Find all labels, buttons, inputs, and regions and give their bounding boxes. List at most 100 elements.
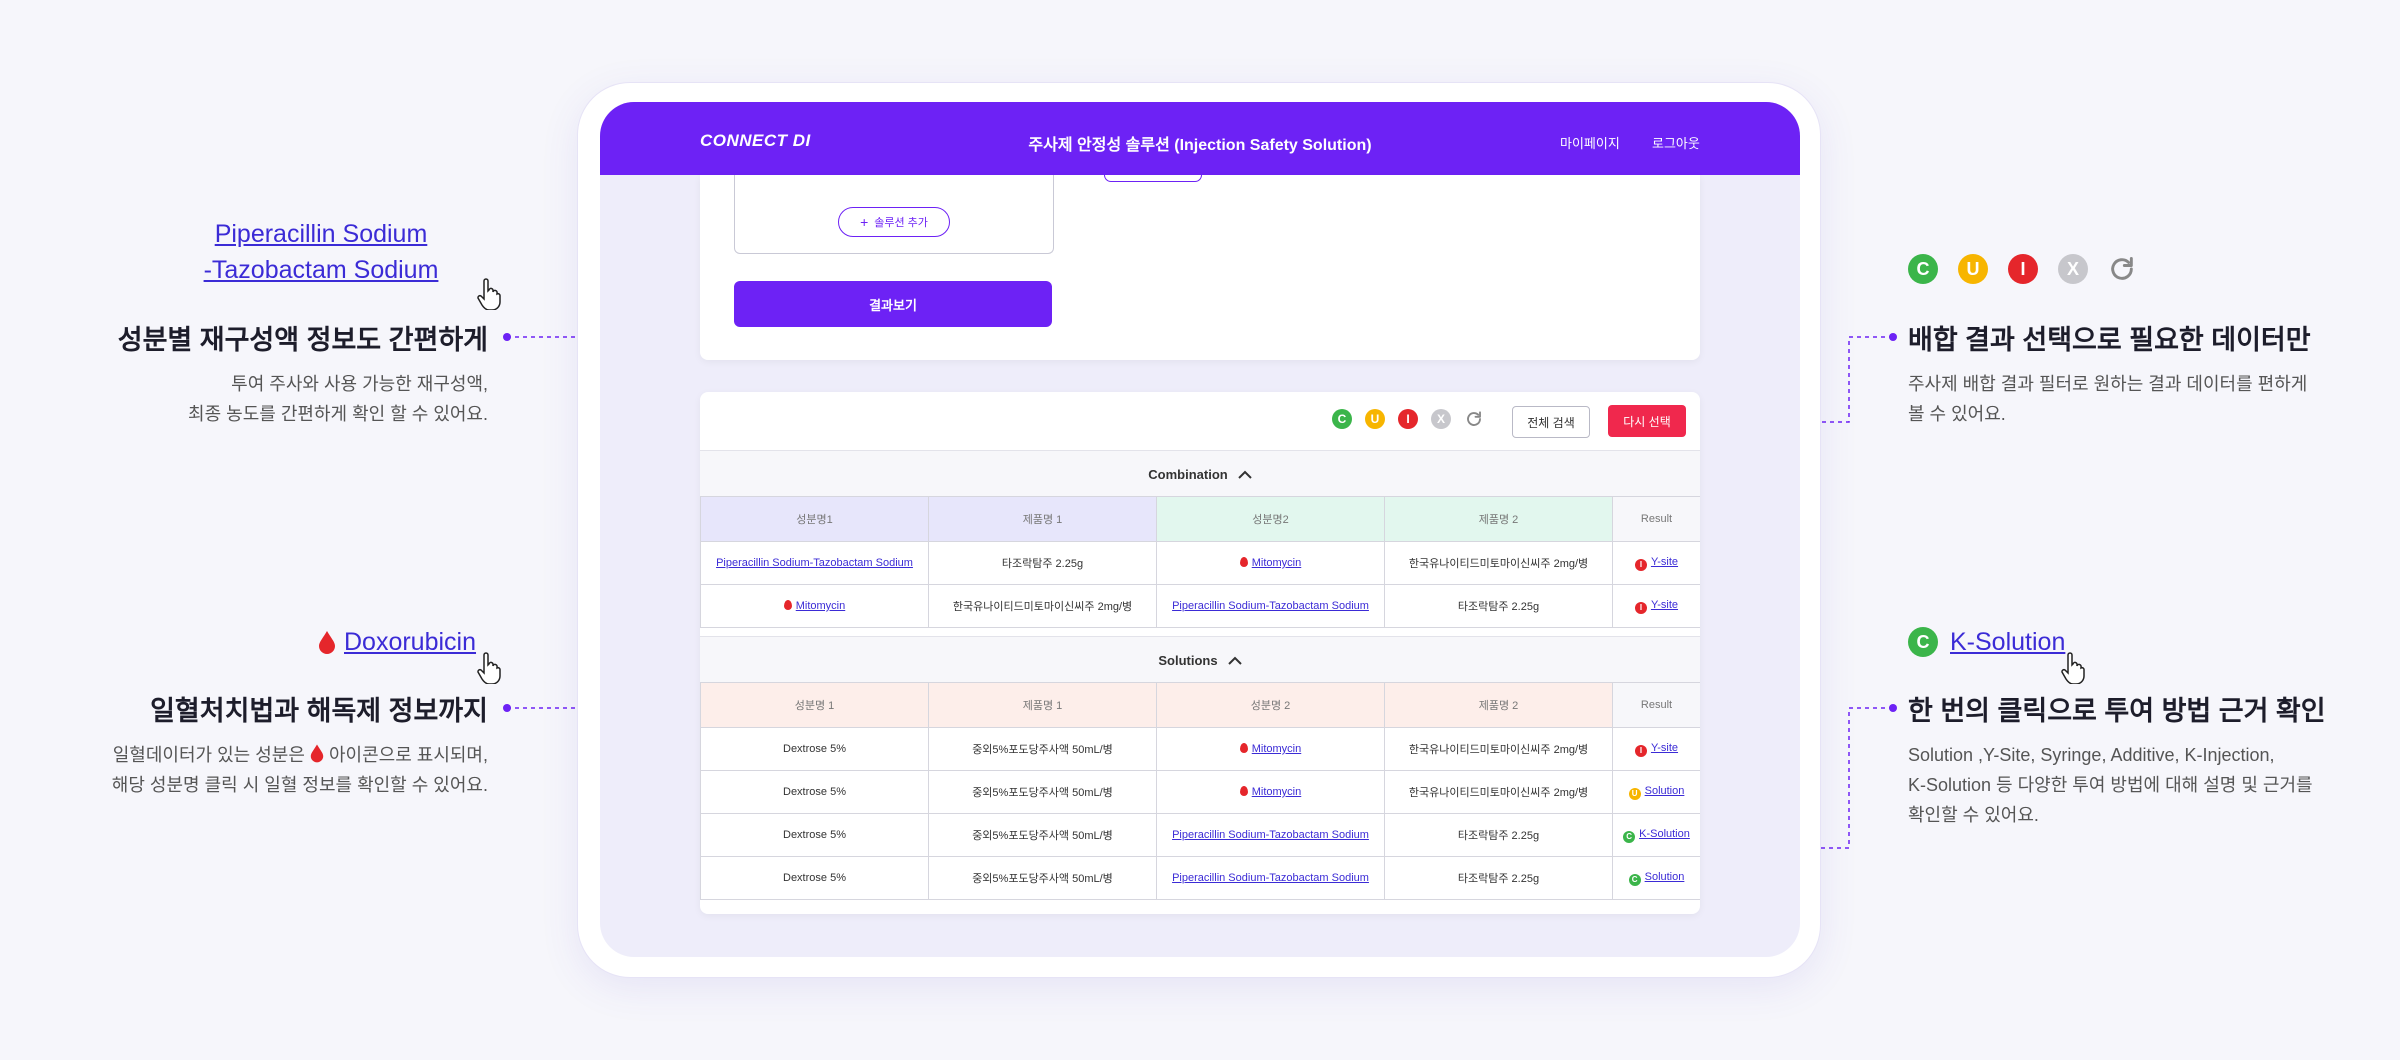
desc-line: 최종 농도를 간편하게 확인 할 수 있어요. bbox=[188, 404, 488, 424]
demo-link-doxorubicin[interactable]: Doxorubicin bbox=[344, 628, 477, 656]
uncertain-icon[interactable]: U bbox=[1958, 254, 1988, 284]
doxorubicin-link-demo[interactable]: Doxorubicin bbox=[318, 624, 476, 660]
header-cell: 성분명2 bbox=[1156, 496, 1385, 542]
ingredient-link[interactable]: Piperacillin Sodium-Tazobactam Sodium bbox=[1172, 600, 1369, 612]
compatible-icon: C bbox=[1908, 627, 1938, 657]
refresh-icon[interactable] bbox=[2108, 255, 2136, 283]
view-all-button[interactable]: 전체 검색 bbox=[1512, 406, 1590, 438]
ingredient-link[interactable]: Piperacillin Sodium-Tazobactam Sodium bbox=[1172, 829, 1369, 841]
filter-uncertain-icon[interactable]: U bbox=[1365, 409, 1385, 429]
header-cell: 성분명1 bbox=[700, 496, 929, 542]
product-cell: 한국유나이티드미토마이신씨주 2mg/병 bbox=[1384, 770, 1613, 814]
result-link[interactable]: Y-site bbox=[1650, 598, 1679, 611]
app-screen: CONNECT DI 주사제 안정성 솔루션 (Injection Safety… bbox=[600, 102, 1800, 957]
incompatible-icon: I bbox=[1634, 558, 1647, 571]
filter-incompatible-icon[interactable]: I bbox=[1398, 409, 1418, 429]
result-link[interactable]: Y-site bbox=[1650, 741, 1679, 754]
compatible-icon: C bbox=[1628, 873, 1641, 886]
table-header-row: 성분명 1 제품명 1 성분명 2 제품명 2 Result bbox=[700, 682, 1700, 728]
ingredient-link[interactable]: Mitomycin bbox=[1251, 557, 1302, 569]
desc-line: 해당 성분명 클릭 시 일혈 정보를 확인할 수 있어요. bbox=[111, 775, 488, 795]
callout-desc-extravasation: 일혈데이터가 있는 성분은 아이콘으로 표시되며, 해당 성분명 클릭 시 일혈… bbox=[112, 740, 488, 800]
header-cell: Result bbox=[1612, 682, 1700, 728]
header-cell: 제품명 1 bbox=[928, 496, 1157, 542]
ingredient-link[interactable]: Piperacillin Sodium-Tazobactam Sodium bbox=[1172, 872, 1369, 884]
app-title: 주사제 안정성 솔루션 (Injection Safety Solution) bbox=[1028, 137, 1372, 154]
desc-line: K-Solution 등 다양한 투여 방법에 대해 설명 및 근거를 bbox=[1908, 775, 2313, 795]
table-row: Mitomycin 한국유나이티드미토마이신씨주 2mg/병 Piperacil… bbox=[700, 584, 1700, 628]
add-solution-button[interactable]: + 솔루션 추가 bbox=[838, 207, 950, 237]
not-tested-icon[interactable]: X bbox=[2058, 254, 2088, 284]
product-cell: 타조락탐주 2.25g bbox=[1384, 813, 1613, 857]
product-cell: 중외5%포도당주사액 50mL/병 bbox=[928, 813, 1157, 857]
uncertain-icon: U bbox=[1628, 787, 1641, 800]
header-cell: 제품명 1 bbox=[928, 682, 1157, 728]
header-cell: 제품명 2 bbox=[1384, 682, 1613, 728]
callout-title-evidence: 한 번의 클릭으로 투여 방법 근거 확인 bbox=[1908, 696, 2326, 726]
desc-line: Solution ,Y-Site, Syringe, Additive, K-I… bbox=[1908, 745, 2275, 765]
product-cell: 중외5%포도당주사액 50mL/병 bbox=[928, 856, 1157, 900]
combination-table: 성분명1 제품명 1 성분명2 제품명 2 Result Piperacilli… bbox=[700, 496, 1700, 628]
callout-title-reconstitution: 성분별 재구성액 정보도 간편하게 bbox=[117, 325, 488, 355]
result-link[interactable]: Y-site bbox=[1650, 555, 1679, 568]
hand-pointer-icon bbox=[477, 278, 501, 310]
blood-drop-icon bbox=[310, 744, 324, 763]
refresh-icon[interactable] bbox=[1465, 410, 1483, 428]
ingredient-link[interactable]: Mitomycin bbox=[1251, 743, 1302, 755]
product-cell: 중외5%포도당주사액 50mL/병 bbox=[928, 727, 1157, 771]
blood-drop-icon bbox=[1239, 557, 1248, 567]
demo-link-line1[interactable]: Piperacillin Sodium bbox=[214, 220, 428, 248]
compatible-icon[interactable]: C bbox=[1908, 254, 1938, 284]
product-cell: 중외5%포도당주사액 50mL/병 bbox=[928, 770, 1157, 814]
incompatible-icon[interactable]: I bbox=[2008, 254, 2038, 284]
combination-title: Combination bbox=[1148, 466, 1228, 482]
hand-pointer-icon bbox=[477, 652, 501, 684]
filter-not-tested-icon[interactable]: X bbox=[1431, 409, 1451, 429]
desc-line: 확인할 수 있어요. bbox=[1908, 805, 2039, 825]
product-cell: 타조락탐주 2.25g bbox=[1384, 856, 1613, 900]
incompatible-icon: I bbox=[1634, 744, 1647, 757]
ingredient-link[interactable]: Mitomycin bbox=[1251, 786, 1302, 798]
nav-logout[interactable]: 로그아웃 bbox=[1652, 136, 1700, 151]
plus-icon: + bbox=[860, 214, 869, 230]
combination-section-header[interactable]: Combination bbox=[700, 450, 1700, 497]
chevron-up-icon bbox=[1238, 470, 1252, 479]
incompatible-icon: I bbox=[1634, 601, 1647, 614]
header-cell: 제품명 2 bbox=[1384, 496, 1613, 542]
blood-drop-icon bbox=[783, 600, 792, 610]
callout-desc-evidence: Solution ,Y-Site, Syringe, Additive, K-I… bbox=[1908, 740, 2313, 830]
table-row: Piperacillin Sodium-Tazobactam Sodium 타조… bbox=[700, 541, 1700, 585]
solutions-section-header[interactable]: Solutions bbox=[700, 636, 1700, 683]
ingredient-link[interactable]: Mitomycin bbox=[795, 600, 846, 612]
result-card: C U I X 전체 검색 다시 선택 Combination 성분명1 제품명… bbox=[700, 392, 1700, 914]
callout-title-extravasation: 일혈처치법과 해독제 정보까지 bbox=[150, 696, 488, 726]
hand-pointer-icon bbox=[2061, 652, 2085, 684]
filter-compatible-icon[interactable]: C bbox=[1332, 409, 1352, 429]
blood-drop-icon bbox=[1239, 743, 1248, 753]
desc-part: 아이콘으로 표시되며, bbox=[328, 745, 488, 765]
reselect-button[interactable]: 다시 선택 bbox=[1608, 405, 1686, 437]
ingredient-cell: Dextrose 5% bbox=[700, 727, 929, 771]
k-solution-link-demo[interactable]: C K-Solution bbox=[1908, 624, 2065, 660]
partial-button[interactable] bbox=[1104, 175, 1202, 182]
ingredient-link[interactable]: Piperacillin Sodium-Tazobactam Sodium bbox=[716, 557, 913, 569]
product-cell: 타조락탐주 2.25g bbox=[1384, 584, 1613, 628]
desc-part: 일혈데이터가 있는 성분은 bbox=[112, 745, 305, 765]
demo-link-line2[interactable]: -Tazobactam Sodium bbox=[203, 256, 439, 284]
compatible-icon: C bbox=[1623, 830, 1636, 843]
result-link[interactable]: K-Solution bbox=[1639, 827, 1690, 840]
app-header: CONNECT DI 주사제 안정성 솔루션 (Injection Safety… bbox=[600, 102, 1800, 175]
table-row: Dextrose 5% 중외5%포도당주사액 50mL/병 Piperacill… bbox=[700, 813, 1700, 857]
desc-line: 일혈데이터가 있는 성분은 아이콘으로 표시되며, bbox=[112, 740, 488, 770]
nav-mypage[interactable]: 마이페이지 bbox=[1560, 136, 1620, 151]
demo-link-k-solution[interactable]: K-Solution bbox=[1950, 628, 2066, 656]
table-row: Dextrose 5% 중외5%포도당주사액 50mL/병 Piperacill… bbox=[700, 856, 1700, 900]
view-result-button[interactable]: 결과보기 bbox=[734, 281, 1052, 327]
result-link[interactable]: Solution bbox=[1644, 784, 1685, 797]
product-cell: 한국유나이티드미토마이신씨주 2mg/병 bbox=[1384, 541, 1613, 585]
ingredient-cell: Dextrose 5% bbox=[700, 770, 929, 814]
piperacillin-link-demo[interactable]: Piperacillin Sodium -Tazobactam Sodium bbox=[160, 216, 482, 288]
app-logo[interactable]: CONNECT DI bbox=[700, 131, 811, 150]
result-link[interactable]: Solution bbox=[1644, 870, 1685, 883]
add-solution-label: 솔루션 추가 bbox=[874, 217, 928, 229]
